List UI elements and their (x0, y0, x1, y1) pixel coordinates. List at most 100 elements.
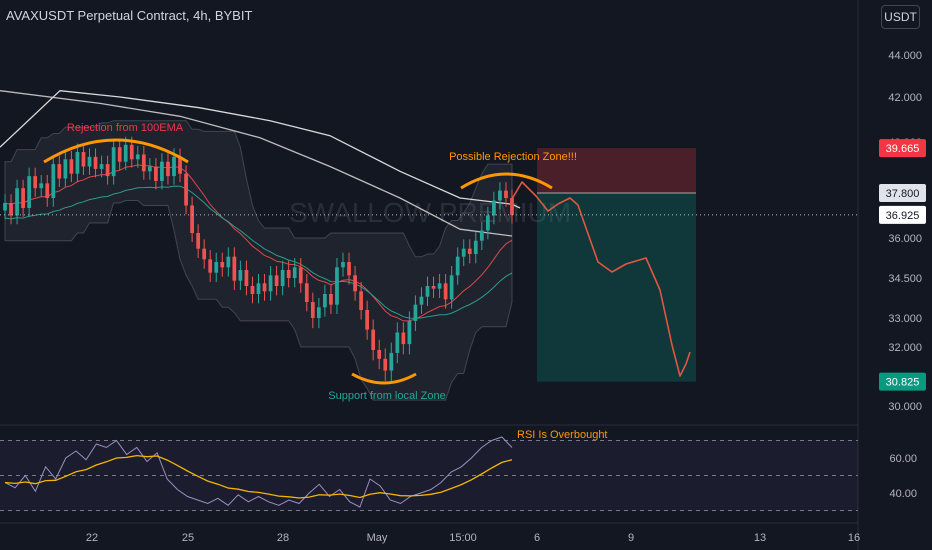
candle-body (226, 256, 231, 268)
candle-body (359, 291, 363, 310)
candle-body (401, 332, 406, 345)
candle-body (93, 156, 98, 169)
rsi-tick-label: 40.00 (889, 488, 917, 500)
candle-body (347, 262, 351, 276)
candle-body (51, 164, 56, 198)
candle-body (479, 230, 484, 241)
candle-body (443, 283, 448, 300)
candle-body (196, 233, 201, 249)
candle-body (147, 166, 152, 172)
time-tick-label: 16 (848, 532, 860, 544)
candle-body (395, 332, 400, 353)
candle-body (492, 200, 496, 216)
candle-body (498, 190, 502, 201)
candle-body (335, 267, 339, 305)
ema-mid-line (4, 164, 513, 322)
price-level-label: 30.825 (886, 377, 920, 389)
candle-body (274, 275, 279, 286)
price-level-label: 36.925 (886, 210, 920, 222)
candle-body (329, 294, 333, 305)
candle-body (99, 164, 104, 169)
time-tick-label: 6 (534, 532, 540, 544)
candle-body (154, 166, 158, 181)
time-tick-label: 22 (86, 532, 98, 544)
currency-selector-button[interactable]: USDT (881, 5, 920, 29)
candle-body (15, 188, 19, 216)
time-tick-label: 25 (182, 532, 194, 544)
candle-body (407, 320, 412, 345)
bollinger-band (4, 120, 513, 401)
candle-body (27, 176, 32, 208)
candle-body (244, 270, 249, 286)
ema-fast-line (4, 185, 513, 319)
candle-body (316, 307, 321, 318)
symbol-title: AVAXUSDT Perpetual Contract, 4h, BYBIT (6, 8, 253, 23)
price-level-badge (879, 184, 926, 202)
candle-body (431, 286, 436, 289)
candle-body (184, 173, 188, 206)
price-level-label: 39.665 (886, 143, 920, 155)
candle-body (45, 183, 50, 198)
time-tick-label: May (367, 532, 388, 544)
candle-body (178, 156, 182, 174)
stop-loss-zone (537, 148, 696, 193)
candle-body (9, 203, 13, 216)
ema-100-line (0, 90, 513, 237)
take-profit-zone (537, 193, 696, 382)
projected-price-path (511, 181, 691, 377)
candle-body (63, 159, 68, 179)
annotation-possible-rejection: Possible Rejection Zone!!! (449, 151, 577, 163)
candle-body (172, 156, 176, 177)
price-level-badge (879, 139, 926, 158)
candle-body (449, 275, 454, 300)
candle-body (208, 259, 213, 273)
candle-body (117, 147, 122, 162)
price-level-label: 37.800 (886, 188, 920, 200)
price-tick-label: 44.000 (888, 50, 922, 62)
candle-body (220, 262, 225, 268)
candle-body (69, 159, 74, 174)
candle-body (232, 256, 237, 281)
candle-body (135, 154, 140, 160)
candle-body (419, 296, 424, 305)
candle-body (256, 283, 261, 294)
candle-body (81, 152, 86, 167)
candle-body (202, 248, 207, 260)
candle-body (510, 198, 514, 215)
candle-body (304, 283, 309, 302)
candle-body (467, 248, 472, 254)
candle-body (141, 154, 146, 172)
possible-rejection-arc (460, 172, 553, 190)
rejection-arc (43, 138, 189, 164)
annotation-rejection: Rejection from 100EMA (67, 122, 184, 134)
candle-body (75, 152, 80, 174)
candle-body (123, 144, 128, 162)
price-tick-label: 34.500 (888, 273, 922, 285)
rsi-line (4, 436, 513, 508)
candle-body (57, 164, 62, 179)
candle-body (190, 205, 194, 233)
candle-body (268, 275, 273, 292)
candle-body (280, 270, 285, 286)
price-level-badge (879, 372, 926, 391)
candle-body (473, 240, 478, 254)
candle-body (437, 283, 442, 289)
price-tick-label: 32.000 (888, 342, 922, 354)
candle-body (250, 286, 255, 294)
candle-body (371, 329, 376, 350)
candle-body (166, 161, 170, 177)
candle-body (323, 294, 327, 308)
candle-body (105, 164, 110, 177)
candle-body (389, 352, 394, 371)
candle-body (365, 310, 370, 330)
candle-body (377, 349, 382, 359)
candle-body (383, 358, 388, 371)
candle-body (33, 176, 38, 189)
price-tick-label: 33.000 (888, 313, 922, 325)
candle-body (341, 262, 345, 268)
candle-body (455, 256, 460, 276)
candle-body (485, 215, 490, 231)
candle-body (461, 248, 466, 257)
